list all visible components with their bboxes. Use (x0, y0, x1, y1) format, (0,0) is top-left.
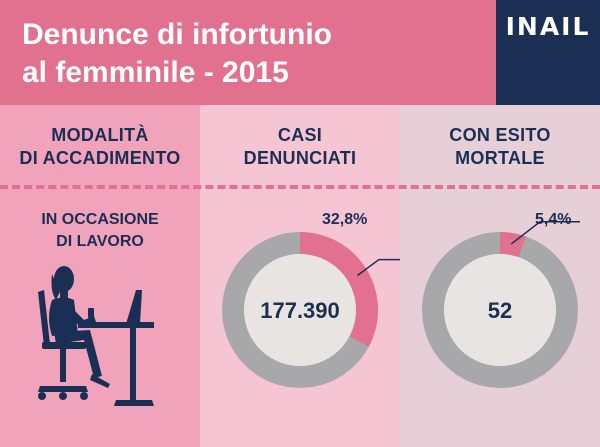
column-header-mortale: CON ESITO MORTALE (400, 124, 600, 170)
header-line: DI ACCADIMENTO (19, 148, 181, 168)
header-line: CON ESITO (449, 125, 551, 145)
donut-segment (300, 232, 378, 347)
column-modalita (0, 105, 200, 447)
inail-logo: INAIL (505, 12, 591, 41)
column-header-casi: CASI DENUNCIATI (200, 124, 400, 170)
row-label-line: IN OCCASIONE (41, 211, 159, 228)
donut-chart-mortale (422, 221, 581, 388)
header-line: DENUNCIATI (243, 148, 357, 168)
leader-line (357, 258, 400, 277)
header-line: CASI (277, 125, 323, 145)
page-title: Denunce di infortunio al femminile - 201… (22, 16, 482, 92)
center-value: 52 (487, 298, 513, 323)
woman-at-desk-icon (38, 266, 154, 406)
row-label: IN OCCASIONE DI LAVORO (0, 209, 200, 253)
title-line-2: al femminile - 2015 (22, 56, 289, 89)
data-label-share: 5,4% (535, 211, 572, 228)
dashed-divider (0, 185, 600, 189)
header-banner (0, 0, 496, 105)
column-header-modalita: MODALITÀ DI ACCADIMENTO (0, 124, 200, 170)
title-line-1: Denunce di infortunio (22, 18, 332, 51)
data-label-share: 32,8% (322, 211, 368, 228)
header-line: MODALITÀ (51, 125, 149, 145)
donut-center (244, 254, 356, 366)
header-line: MORTALE (455, 148, 545, 168)
donut-center (444, 254, 556, 366)
leader-line (510, 221, 581, 245)
row-label-line: DI LAVORO (56, 233, 144, 250)
logo-box (496, 0, 600, 105)
donut-chart-casi (222, 232, 400, 388)
center-value: 177.390 (260, 298, 340, 323)
